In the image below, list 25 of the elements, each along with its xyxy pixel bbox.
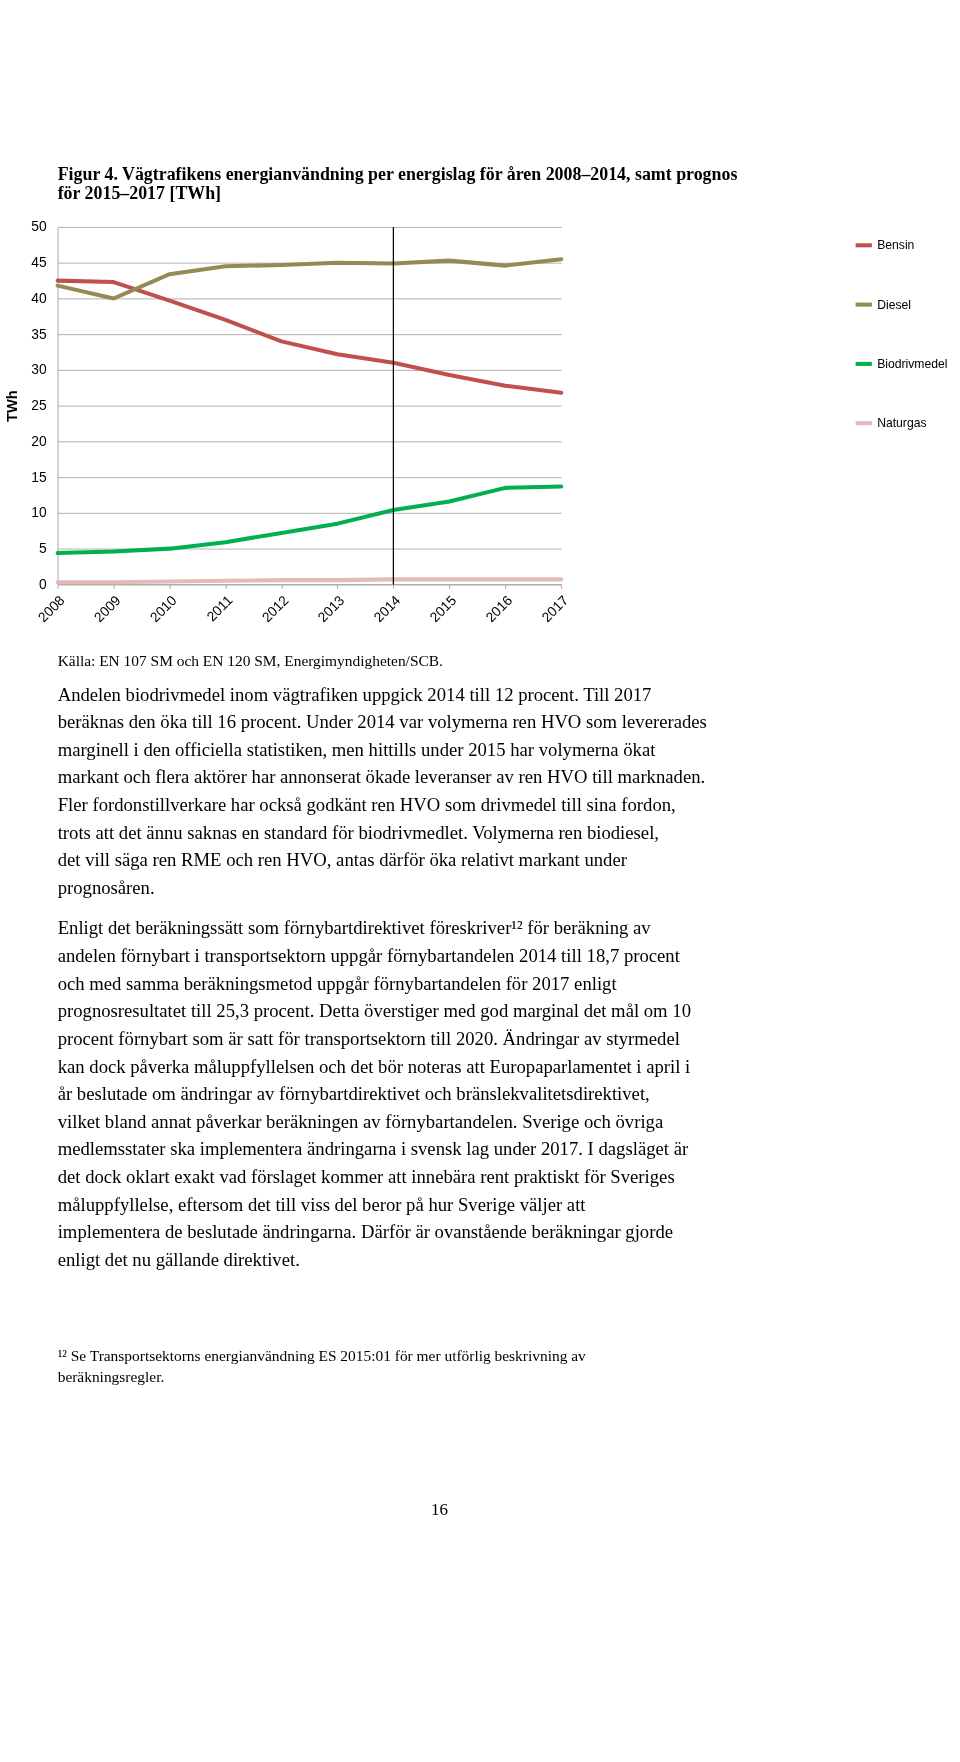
chart-title: Figur 4. Vägtrafikens energianvändning per energislag för åren 2008–2014, samt prognos för 2015–2017 [TWh] [57,163,738,204]
y-tick-label: 30 [31,362,48,378]
y-tick-label: 15 [31,469,48,485]
y-axis-title: TWh [3,390,20,422]
y-tick-label: 40 [31,290,48,306]
text: Källa: EN 107 SM och EN 120 SM, Energimyndigheten/SCB. [57,651,443,669]
line-series [55,257,564,301]
y-tick-label: 5 [39,541,48,557]
legend-label: Diesel [877,297,911,312]
y-tick-label: 45 [31,255,48,271]
line-series [55,484,564,555]
y-tick-label: 35 [31,326,48,342]
text: Andelen biodrivmedel inom vägtrafiken uppgick 2014 till 12 procent. Till 2017 beräknas den öka till 16 procent. Under 2014 var volymerna ren HVO som levererades marginell i den officiella statistiken, men hittills under 2015 har volymerna ökat markant och flera aktörer har annonserat ökade leveranser av ren HVO till marknaden. Fler fordonstillverkare har också godkänt ren HVO som drivmedel till sina fordon, trots att det ännu saknas en standard för biodrivmedlet. Volymerna ren biodiesel, det vill säga ren RME och ren HVO, antas därför öka relativt markant under prognosåren. [57,683,707,898]
legend-label: Bensin [877,238,915,253]
y-tick-label: 10 [31,505,48,521]
text: ¹² Se Transportsektorns energianvändning ES 2015:01 för mer utförlig beskrivning av beräkningsregler. [57,1346,587,1385]
y-tick-label: 20 [31,433,48,449]
text: 16 [430,1500,449,1520]
line-series [55,278,564,395]
y-tick-label: 0 [39,576,48,592]
legend-label: Biodrivmedel [877,356,948,371]
y-tick-label: 50 [31,219,48,235]
text: Enligt det beräkningssätt som förnybartdirektivet föreskriver¹² för beräkning av andelen förnybart i transportsektorn uppgår förnybartandelen 2014 till 18,7 procent och med samma beräkningsmetod uppgår förnybartandelen för 2017 enligt prognosresultatet till 25,3 procent. Detta överstiger med god marginal det mål om 10 procent förnybart som är satt för transportsektorn till 2020. Ändringar av styrmedel kan dock påverka måluppfyllelsen och det bör noteras att Europaparlamentet i april i år beslutade om ändringar av förnybartdirektivet och bränslekvalitetsdirektivet, vilket bland annat påverkar beräkningen av förnybartandelen. Sverige och övriga medlemsstater ska implementera ändringarna i svensk lag under 2017. I dagsläget är det dock oklart exakt vad förslaget kommer att innebära rent praktiskt för Sveriges måluppfyllelse, eftersom det till viss del beror på hur Sverige väljer att implementera de beslutade ändringarna. Därför är ovanstående beräkningar gjorde enligt det nu gällande direktivet. [57,917,691,1270]
y-tick-label: 25 [31,398,48,414]
legend-label: Naturgas [877,416,927,431]
